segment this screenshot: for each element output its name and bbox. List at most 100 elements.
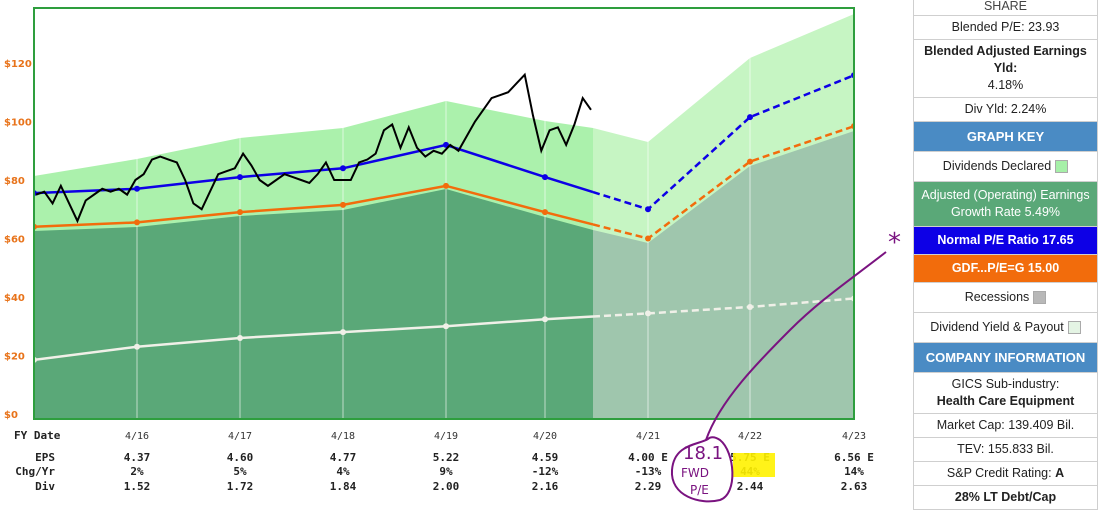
y-tick-label: $60 [4,235,25,246]
credit-rating: S&P Credit Rating: A [913,462,1098,486]
series-point [747,303,753,310]
table-row-label: Chg/Yr [15,465,55,478]
x-tick-label: 4/19 [434,431,458,442]
table-cell: 6.56 E [834,451,874,464]
swatch-gray-icon [1033,291,1047,305]
table-cell: 9% [439,465,453,478]
table-cell: 5.22 [433,451,460,464]
series-line-forecast [592,74,854,211]
series-point [237,334,243,341]
y-tick-label: $100 [4,118,32,129]
fast-graph-chart: $0 $20 $40 $60 $80 $100 $120 FY Date 4/16 4/17 4… [4,7,901,503]
key-recessions-label: Recessions [964,290,1030,304]
table-cell: 2% [130,465,144,478]
key-dividends-declared-label: Dividends Declared [942,159,1052,173]
series-point [542,316,548,323]
fy-date-label: FY Date [14,429,61,442]
div-yield: Div Yld: 2.24% [913,98,1098,122]
series-point [134,185,140,192]
table-cell: -13% [635,465,662,478]
table-cell: 1.52 [124,480,151,493]
gics-subindustry: GICS Sub-industry: Health Care Equipment [913,373,1098,414]
annotation-fwd: FWD [681,466,709,480]
x-tick-label: 4/17 [228,431,252,442]
series-point [645,310,651,317]
x-tick-label: 4/23 [842,431,866,442]
annotation-18-1: 18.1 [683,443,723,464]
gics-label: GICS Sub-industry: [951,377,1060,391]
series-point [237,209,243,216]
series-point [443,323,449,330]
x-tick-label: 4/16 [125,431,149,442]
earnings-area [34,189,593,419]
company-info-header: COMPANY INFORMATION [913,343,1098,373]
series-point [340,165,346,172]
series-point [542,209,548,216]
table-cell: 4.00 E [628,451,668,464]
price-line [35,72,592,224]
y-tick-label: $120 [4,59,32,70]
table-cell: 14% [844,465,864,478]
series-point [443,182,449,189]
x-tick-label: 4/20 [533,431,557,442]
key-adjusted-growth[interactable]: Adjusted (Operating) Earnings Growth Rat… [913,182,1098,227]
annotation-arrow [705,251,887,441]
blended-adjusted-yield-title: Blended Adjusted Earnings Yld: [924,44,1087,75]
y-tick-label: $0 [4,410,18,421]
key-dividend-yield-payout[interactable]: Dividend Yield & Payout [913,313,1098,343]
series-point [134,219,140,226]
table-cell: 1.84 [330,480,357,493]
y-tick-label: $20 [4,352,25,363]
table-row-label: EPS [35,451,55,464]
table-cell: 5% [233,465,247,478]
credit-rating-value: A [1055,466,1065,480]
series-point [747,158,753,165]
table-cell: 4.59 [532,451,559,464]
tev: TEV: 155.833 Bil. [913,438,1098,462]
table-cell: 4.60 [227,451,254,464]
sidebar-top-label: SHARE [913,0,1098,16]
series-point [340,329,346,336]
key-dividends-declared[interactable]: Dividends Declared [913,152,1098,182]
series-point [747,114,753,121]
series-line-forecast [592,297,854,318]
series-point [237,174,243,181]
sidebar: SHARE Blended P/E: 23.93 Blended Adjuste… [913,0,1098,511]
credit-rating-label: S&P Credit Rating: [946,466,1052,480]
table-cell: 2.16 [532,480,559,493]
earnings-area-forecast [593,131,854,419]
circle-mark [670,436,734,503]
series-line-forecast [592,124,854,240]
table-cell: 4.77 [330,451,357,464]
key-normal-pe[interactable]: Normal P/E Ratio 17.65 [913,227,1098,255]
x-tick-label: 4/18 [331,431,355,442]
key-dividend-yield-payout-label: Dividend Yield & Payout [930,320,1064,334]
series-point [542,174,548,181]
swatch-light-green-icon [1055,160,1069,174]
handwritten-annotation: 18.1 FWD P/E * [670,228,901,503]
graph-key-header: GRAPH KEY [913,122,1098,152]
table-cell: 2.29 [635,480,662,493]
y-tick-label: $40 [4,293,25,304]
blended-adjusted-yield: Blended Adjusted Earnings Yld: 4.18% [913,40,1098,98]
table-cell: 2.63 [841,480,868,493]
table-cell: 1.72 [227,480,254,493]
gics-value: Health Care Equipment [936,394,1075,408]
x-tick-label: 4/21 [636,431,660,442]
table-cell: 4% [336,465,350,478]
table-row-label: Div [35,480,55,493]
table-cell: -12% [532,465,559,478]
y-tick-label: $80 [4,176,25,187]
key-gdf-pe[interactable]: GDF...P/E=G 15.00 [913,255,1098,283]
key-recessions[interactable]: Recessions [913,283,1098,313]
table-cell: 4.37 [124,451,151,464]
blended-adjusted-yield-value: 4.18% [987,78,1024,92]
series-point [645,206,651,213]
x-tick-label: 4/22 [738,431,762,442]
series-point [134,343,140,350]
plot-frame [33,7,855,420]
table-cell: 2.44 [737,480,764,493]
series-point [645,235,651,242]
lt-debt-cap: 28% LT Debt/Cap [913,486,1098,510]
table-cell: 2.00 [433,480,460,493]
